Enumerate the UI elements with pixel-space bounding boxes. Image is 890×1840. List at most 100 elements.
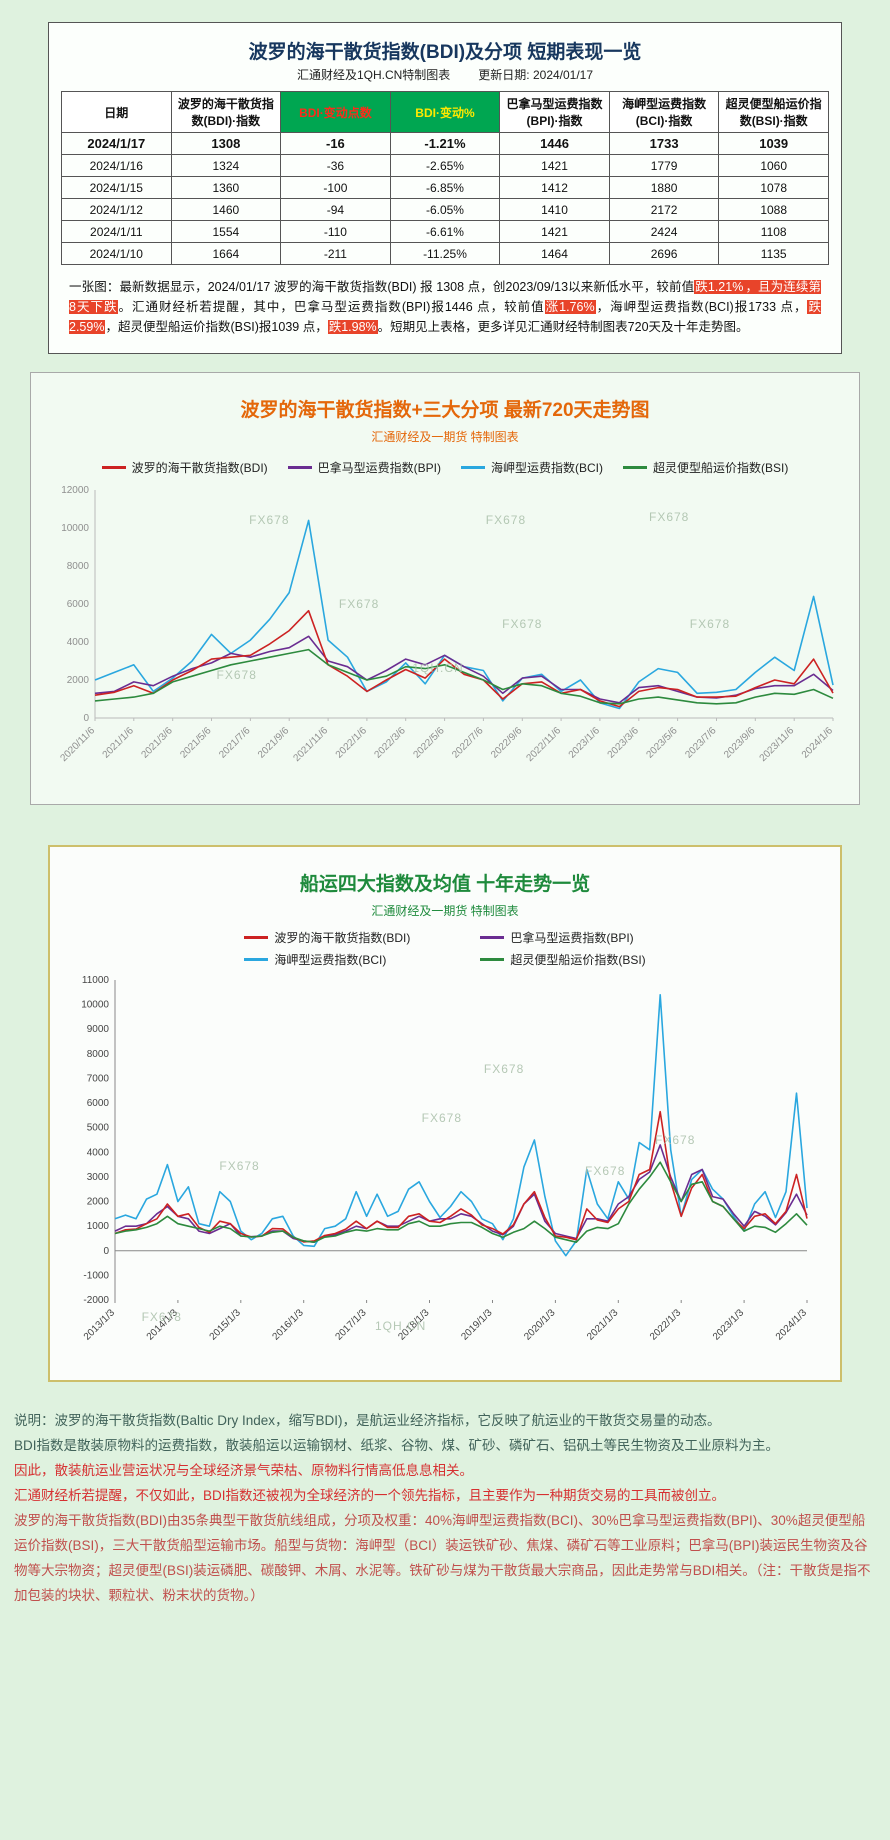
svg-text:1000: 1000: [87, 1221, 110, 1232]
svg-text:2021/5/6: 2021/5/6: [178, 725, 214, 761]
legend-item: 超灵便型船运价指数(BSI): [480, 951, 646, 968]
chart1-area: 波罗的海干散货指数(BDI) 巴拿马型运费指数(BPI) 海岬型运费指数(BCI) 超…: [37, 459, 853, 796]
svg-text:6000: 6000: [67, 599, 90, 610]
update-date: 更新日期: 2024/01/17: [478, 68, 594, 82]
table-header-row: 日期 波罗的海干散货指数(BDI)·指数 BDI·变动点数 BDI·变动% 巴拿马型运费…: [61, 91, 829, 133]
svg-text:8000: 8000: [67, 561, 90, 572]
table-cell: 1554: [170, 220, 282, 243]
svg-text:2022/11/6: 2022/11/6: [525, 725, 564, 764]
description-line: 因此，散装航运业营运状况与全球经济景气荣枯、原物料行情高低息息相关。: [14, 1463, 473, 1478]
description-line: 波罗的海干散货指数(BDI)由35条典型干散货航线组成，分项及权重：40%海岬型…: [14, 1513, 871, 1603]
svg-text:8000: 8000: [87, 1049, 110, 1060]
column-header: BDI·变动%: [389, 91, 501, 133]
chart-720day-panel: 波罗的海干散货指数+三大分项 最新720天走势图 汇通财经及一期货 特制图表 波…: [30, 372, 860, 805]
svg-text:2024/1/3: 2024/1/3: [774, 1307, 810, 1343]
svg-text:2023/1/6: 2023/1/6: [567, 725, 603, 761]
table-cell: 2024/1/12: [61, 198, 172, 221]
legend-swatch: [461, 466, 485, 469]
table-cell: 2024/1/17: [61, 132, 172, 155]
chart2-area: 波罗的海干散货指数(BDI) 巴拿马型运费指数(BPI) 海岬型运费指数(BCI) 超…: [56, 929, 834, 1372]
table-row: 2024/1/12 1460 -94 -6.05% 1410 2172 1088: [61, 198, 829, 221]
note-text: 。短期见上表格，更多详见汇通财经特制图表720天及十年走势图。: [377, 320, 749, 334]
chart2-subtitle: 汇通财经及一期货 特制图表: [371, 904, 519, 918]
svg-text:2020/11/6: 2020/11/6: [58, 725, 97, 764]
table-subtitle: 汇通财经及1QH.CN特制图表 更新日期: 2024/01/17: [61, 66, 829, 83]
description-line: 汇通财经析若提醒，不仅如此，BDI指数还被视为全球经济的一个领先指标，且主要作为…: [14, 1488, 726, 1503]
legend-swatch: [244, 936, 269, 939]
column-header: 巴拿马型运费指数(BPI)·指数: [499, 91, 610, 133]
table-cell: 1088: [718, 198, 829, 221]
table-cell: 2024/1/16: [61, 154, 172, 177]
table-cell: 2424: [608, 220, 720, 243]
description-block: 说明：波罗的海干散货指数(Baltic Dry Index，缩写BDI)，是航运…: [14, 1408, 876, 1608]
table-cell: 1464: [499, 242, 610, 265]
note-text: 一张图：最新数据显示，2024/01/17 波罗的海干散货指数(BDI) 报 1…: [69, 280, 695, 294]
svg-text:2024/1/6: 2024/1/6: [800, 725, 836, 761]
table-title: 波罗的海干散货指数(BDI)及分项 短期表现一览: [248, 42, 642, 63]
table-cell: 1460: [170, 198, 282, 221]
legend-label: 巴拿马型运费指数(BPI): [510, 931, 634, 945]
svg-text:-2000: -2000: [83, 1295, 109, 1306]
svg-text:2015/1/3: 2015/1/3: [208, 1307, 244, 1343]
legend-swatch: [480, 958, 505, 961]
column-header: BDI·变动点数: [280, 91, 391, 133]
table-cell: 2696: [608, 242, 720, 265]
chart2-plot: -2000 -1000 0 1000 2000 3000 4000 5000 6000 7000 8…: [81, 975, 810, 1343]
svg-text:2023/3/6: 2023/3/6: [606, 725, 642, 761]
table-row: 2024/1/15 1360 -100 -6.85% 1412 1880 1078: [61, 176, 829, 199]
table-cell: 1039: [718, 132, 829, 155]
table-cell: -211: [280, 242, 391, 265]
table-cell: 2024/1/15: [61, 176, 172, 199]
svg-text:2023/9/6: 2023/9/6: [722, 725, 758, 761]
table-cell: 1779: [608, 154, 720, 177]
svg-text:11000: 11000: [82, 975, 110, 986]
svg-text:2021/1/6: 2021/1/6: [101, 725, 137, 761]
table-cell: 1135: [718, 242, 829, 265]
legend-item: 波罗的海干散货指数(BDI): [244, 929, 410, 946]
svg-text:7000: 7000: [87, 1074, 110, 1085]
table-cell: -6.61%: [389, 220, 501, 243]
svg-text:2016/1/3: 2016/1/3: [271, 1307, 307, 1343]
chart1-legend: 波罗的海干散货指数(BDI) 巴拿马型运费指数(BPI) 海岬型运费指数(BCI) 超…: [37, 459, 853, 476]
svg-text:3000: 3000: [87, 1172, 110, 1183]
table-cell: 2024/1/10: [61, 242, 172, 265]
table-cell: 1078: [718, 176, 829, 199]
svg-text:10000: 10000: [61, 523, 89, 534]
table-cell: 1421: [499, 154, 610, 177]
svg-text:2022/7/6: 2022/7/6: [450, 725, 486, 761]
table-cell: 1446: [499, 132, 610, 155]
svg-text:-1000: -1000: [83, 1270, 109, 1281]
svg-text:2022/1/3: 2022/1/3: [648, 1307, 684, 1343]
table-cell: -36: [280, 154, 391, 177]
table-cell: 1412: [499, 176, 610, 199]
svg-text:4000: 4000: [67, 637, 90, 648]
chart2-legend: 波罗的海干散货指数(BDI) 巴拿马型运费指数(BPI) 海岬型运费指数(BCI) 超…: [244, 929, 646, 968]
svg-text:5000: 5000: [87, 1123, 110, 1134]
legend-swatch: [244, 958, 269, 961]
svg-text:2000: 2000: [87, 1197, 110, 1208]
note-text: 。汇通财经析若提醒，其中，巴拿马型运费指数(BPI)报1446 点，较前值: [118, 300, 545, 314]
svg-text:2020/1/3: 2020/1/3: [522, 1307, 558, 1343]
table-cell: 1410: [499, 198, 610, 221]
column-header: 超灵便型船运价指数(BSI)·指数: [718, 91, 829, 133]
svg-text:0: 0: [83, 713, 89, 724]
description-line: BDI指数是散装原物料的运费指数，散装船运以运输钢材、纸浆、谷物、煤、矿砂、磷矿…: [14, 1438, 780, 1453]
legend-item: 海岬型运费指数(BCI): [244, 951, 410, 968]
table-cell: 2024/1/11: [61, 220, 172, 243]
chart-10year-panel: 船运四大指数及均值 十年走势一览 汇通财经及一期货 特制图表 波罗的海干散货指数…: [48, 845, 842, 1382]
bdi-table: 日期 波罗的海干散货指数(BDI)·指数 BDI·变动点数 BDI·变动% 巴拿马型运费…: [61, 91, 829, 265]
legend-label: 巴拿马型运费指数(BPI): [317, 461, 441, 475]
svg-text:2023/5/6: 2023/5/6: [644, 725, 680, 761]
table-cell: -6.05%: [389, 198, 501, 221]
bdi-short-term-panel: 波罗的海干散货指数(BDI)及分项 短期表现一览 汇通财经及1QH.CN特制图表…: [48, 22, 842, 354]
table-row: 2024/1/10 1664 -211 -11.25% 1464 2696 1135: [61, 242, 829, 265]
column-header: 波罗的海干散货指数(BDI)·指数: [170, 91, 282, 133]
summary-note: 一张图：最新数据显示，2024/01/17 波罗的海干散货指数(BDI) 报 1…: [69, 277, 821, 337]
chart1-subtitle: 汇通财经及一期货 特制图表: [371, 430, 519, 444]
table-cell: 2172: [608, 198, 720, 221]
svg-text:2021/9/6: 2021/9/6: [256, 725, 292, 761]
table-cell: -2.65%: [389, 154, 501, 177]
legend-item: 巴拿马型运费指数(BPI): [287, 459, 441, 476]
legend-item: 海岬型运费指数(BCI): [461, 459, 603, 476]
